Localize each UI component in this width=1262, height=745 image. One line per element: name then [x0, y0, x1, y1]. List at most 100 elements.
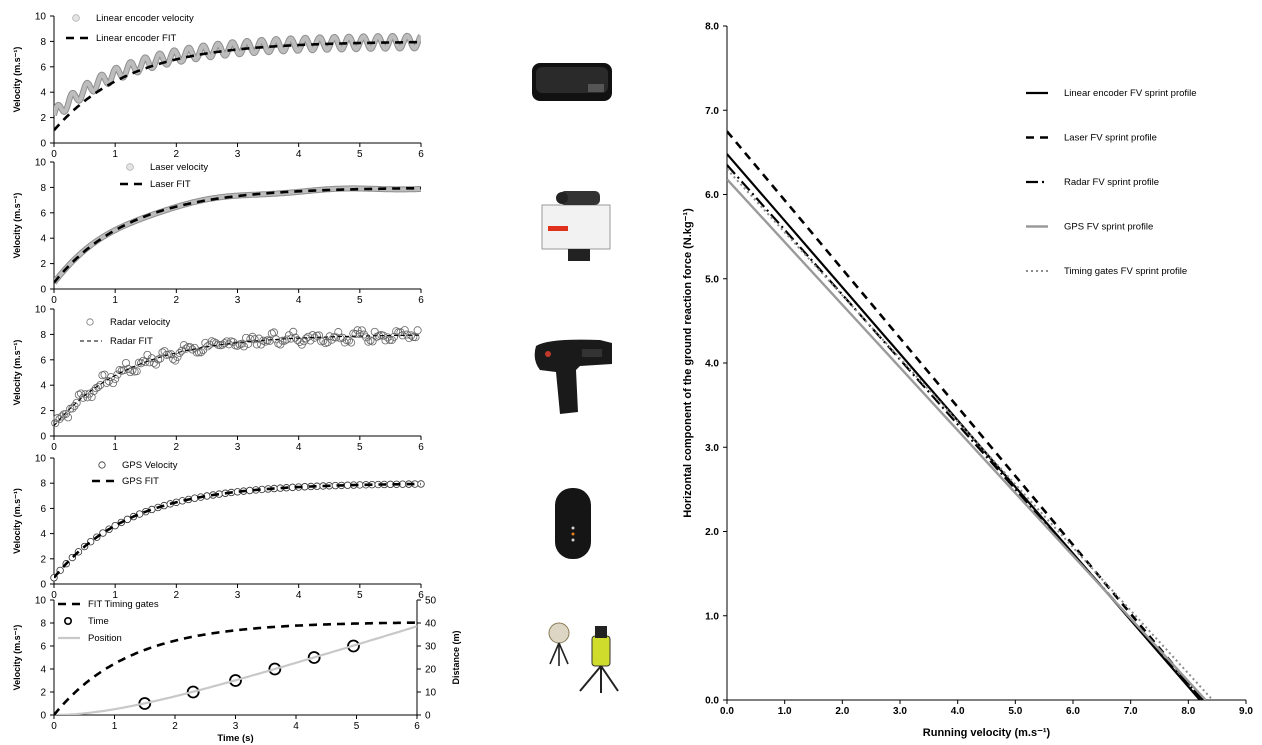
x-tick-label: 3: [235, 149, 241, 160]
radar-point: [364, 337, 373, 346]
legend-label: Radar velocity: [110, 317, 170, 328]
radar-point: [128, 366, 137, 375]
x-tick-label: 3: [235, 590, 241, 601]
x-tick-label: 3: [233, 721, 239, 732]
radar-point: [141, 358, 150, 367]
x-tick-label: 0.0: [720, 706, 734, 717]
legend-label: GPS FV sprint profile: [1064, 222, 1153, 233]
fit-line: [54, 621, 417, 715]
x-tick-label: 4: [296, 442, 302, 453]
legend-item-swatch: [86, 318, 94, 326]
radar-point: [306, 336, 315, 345]
y-tick-label: 4: [40, 88, 46, 99]
y-tick-label: 2: [40, 259, 46, 270]
radar-point: [51, 419, 60, 428]
legend-label: Laser velocity: [150, 162, 208, 173]
radar-point: [203, 342, 212, 351]
velocity-trace-band: [54, 186, 421, 284]
legend: Linear encoder velocity Linear encoder FI…: [66, 13, 194, 44]
y-axis-label: Velocity (m.s⁻¹): [12, 193, 22, 259]
legend-item-swatch: [98, 461, 106, 469]
y2-tick-label: 0: [425, 711, 431, 722]
gps-point: [190, 494, 199, 502]
y-tick-label: 3.0: [705, 443, 719, 454]
legend-label: Linear encoder velocity: [96, 13, 194, 24]
radar-point: [323, 338, 332, 347]
y-tick-label: 0.0: [705, 696, 719, 707]
radar-point: [405, 334, 414, 343]
radar-point: [332, 333, 341, 342]
x-tick-label: 0: [51, 295, 57, 306]
radar-point: [212, 339, 221, 348]
radar-point: [233, 341, 242, 350]
radar-point: [257, 340, 266, 349]
legend-label: Linear encoder FIT: [96, 33, 176, 44]
y2-tick-label: 40: [425, 619, 437, 630]
radar-point: [413, 326, 422, 335]
radar-point: [162, 350, 171, 359]
x-tick-label: 4: [296, 295, 302, 306]
radar-point: [400, 326, 409, 335]
radar-point: [83, 393, 92, 402]
y-tick-label: 10: [35, 596, 47, 607]
y-tick-label: 2.0: [705, 527, 719, 538]
y-tick-label: 10: [35, 12, 47, 23]
x-tick-label: 6: [418, 442, 424, 453]
radar-point: [329, 333, 338, 342]
radar-point: [167, 350, 176, 359]
gps-panel: 0 1 2 3 4 5 6 0 2 4 6 8 10 Velocity (m.s⁻¹) GPS Veloci…: [12, 454, 425, 601]
radar-point: [248, 332, 257, 341]
legend: FIT Timing gates Time Position: [58, 599, 159, 644]
gps-point: [111, 521, 119, 530]
y-tick-label: 4: [40, 665, 46, 676]
radar-point: [72, 398, 81, 407]
y-tick-label: 0: [40, 432, 46, 443]
radar-point: [113, 370, 122, 379]
radar-point: [64, 413, 73, 422]
legend-label: Position: [88, 633, 122, 644]
radar-point: [244, 339, 253, 348]
x-tick-label: 6.0: [1066, 706, 1080, 717]
x-tick-label: 4: [293, 721, 299, 732]
y-tick-label: 0: [40, 285, 46, 296]
x-tick-label: 2: [174, 149, 180, 160]
radar-point: [55, 415, 64, 424]
legend-item-swatch: [72, 14, 80, 22]
gps-device-icon: [555, 488, 591, 559]
y-tick-label: 8: [40, 479, 46, 490]
x-tick-label: 1: [112, 295, 118, 306]
x-tick-label: 1: [112, 442, 118, 453]
radar-point: [188, 345, 197, 354]
x-tick-label: 0: [51, 721, 57, 732]
x-tick-label: 2: [174, 295, 180, 306]
x-tick-label: 5: [357, 590, 363, 601]
legend-label: Radar FIT: [110, 336, 153, 347]
radar-point: [383, 333, 392, 342]
radar-point: [259, 336, 268, 345]
legend: GPS Velocity GPS FIT: [92, 460, 178, 487]
y-tick-label: 8: [40, 330, 46, 341]
x-tick-label: 2: [174, 442, 180, 453]
radar-point: [246, 335, 255, 344]
radar-point: [340, 338, 349, 347]
radar-point: [147, 354, 156, 363]
y-axis-label: Horizontal component of the ground react…: [682, 208, 694, 518]
x-tick-label: 5: [357, 149, 363, 160]
x-tick-label: 6: [418, 295, 424, 306]
radar-point: [139, 356, 148, 365]
x-tick-label: 8.0: [1181, 706, 1195, 717]
y-tick-label: 10: [35, 454, 47, 465]
legend-label: Radar FV sprint profile: [1064, 177, 1159, 188]
radar-point: [347, 338, 356, 347]
radar-point: [314, 331, 323, 340]
x-axis-label: Time (s): [217, 733, 253, 744]
x-tick-label: 5: [354, 721, 360, 732]
radar-point: [197, 348, 206, 357]
x-tick-label: 1: [112, 590, 118, 601]
radar-point: [239, 342, 248, 351]
radar-point: [267, 329, 276, 338]
x-tick-label: 9.0: [1239, 706, 1253, 717]
y-tick-label: 0: [40, 711, 46, 722]
